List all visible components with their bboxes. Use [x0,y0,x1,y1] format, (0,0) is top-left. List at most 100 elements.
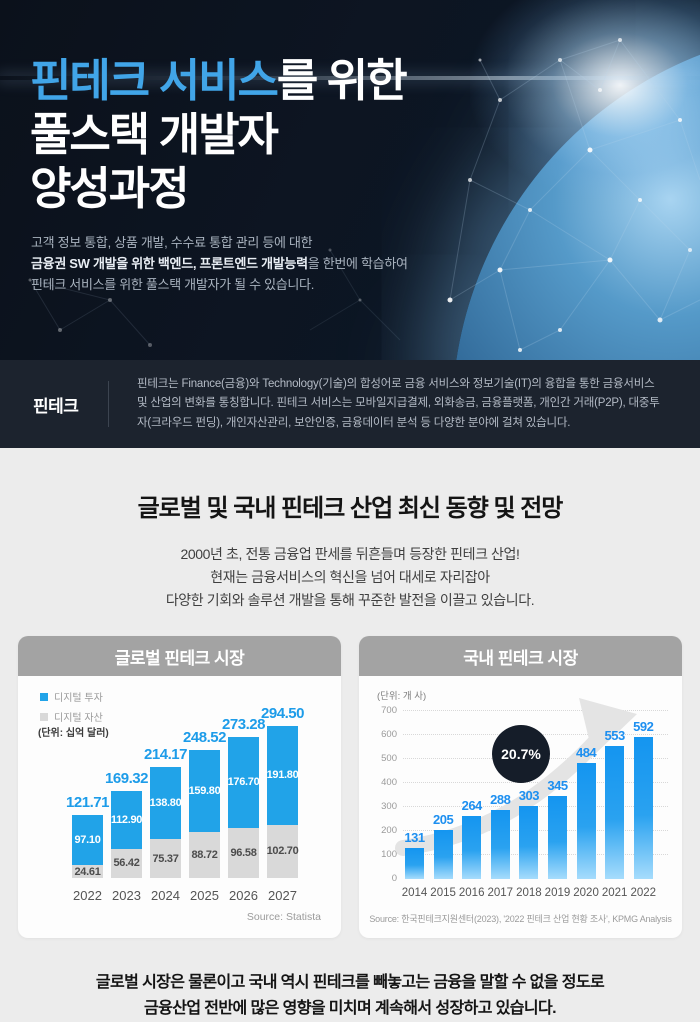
growth-rate-badge: 20.7% [492,725,550,783]
light-flare [470,0,700,200]
page-title: 핀테크 서비스를 위한 풀스택 개발자 양성과정 [30,54,408,216]
bar-value-label: 131 [404,829,425,845]
bar-value-label: 592 [633,718,654,734]
legend-swatch-blue [40,692,48,701]
unit-label: (단위: 십억 달러) [38,728,109,739]
unit-label: (단위: 개 사) [377,691,427,702]
x-axis-label: 2018 [516,887,542,899]
definition-text: 핀테크는 Finance(금융)와 Technology(기술)의 합성어로 금… [137,377,660,429]
legend-label: 디지털 자산 [54,713,103,724]
bar: 131 2014 [402,830,428,899]
bar-segment-investment: 138.80 [150,767,182,840]
domestic-fintech-chart-card: 국내 핀테크 시장 (단위: 개 사) 20.7% 131 2014 205 2015… [359,636,682,938]
stacked-bar: 121.71 97.10 24.61 2022 [66,794,109,903]
chart-legend: 디지털 투자 디지털 자산 [40,689,103,729]
x-axis-label: 2016 [458,887,485,899]
bar: 553 2021 [602,728,628,899]
bar-total-label: 294.50 [261,704,304,722]
bar-segment-investment: 176.70 [228,736,260,829]
legend-item-digital-asset: 디지털 자산 [40,709,103,724]
bar-segment-investment: 191.80 [267,725,299,825]
hero-desc-line3: 핀테크 서비스를 위한 풀스택 개발자가 될 수 있습니다. [31,277,315,292]
subtitle-line1: 2000년 초, 전통 금융업 판세를 뒤흔들며 등장한 핀테크 산업! [180,546,520,562]
x-axis-label: 2024 [151,888,180,903]
stacked-bar: 169.32 112.90 56.42 2023 [105,770,148,903]
legend-label: 디지털 투자 [54,693,103,704]
x-axis-label: 2025 [190,888,219,903]
footer-line2: 금융산업 전반에 많은 영향을 미치며 계속해서 성장하고 있습니다. [143,1000,557,1017]
footer-line1: 글로벌 시장은 물론이고 국내 역시 핀테크를 빼놓고는 금융을 말할 수 없을… [95,974,605,991]
bar: 303 2018 [516,788,542,899]
bar-segment-asset: 75.37 [150,839,181,878]
stacked-bar: 273.28 176.70 96.58 2026 [222,716,265,903]
bar-value-label: 205 [432,811,454,827]
title-rest: 를 위한 [276,55,408,106]
trends-section: 글로벌 및 국내 핀테크 산업 최신 동향 및 전망 2000년 초, 전통 금… [0,448,700,1017]
subtitle-line2: 현재는 금융서비스의 혁신을 넘어 대세로 자리잡아 [210,569,490,585]
bar-total-label: 273.28 [222,715,265,733]
hero-desc-line1: 고객 정보 통합, 상품 개발, 수수료 통합 관리 등에 대한 [31,235,313,250]
subtitle-line3: 다양한 기회와 솔루션 개발을 통해 꾸준한 발전을 이끌고 있습니다. [165,592,535,608]
bar-total-label: 214.17 [144,746,187,764]
x-axis-label: 2022 [630,887,657,899]
bar: 592 2022 [630,719,656,899]
global-fintech-chart-card: 글로벌 핀테크 시장 디지털 투자 디지털 자산 (단위: 십억 달러) 121… [18,636,341,938]
domestic-chart-title: 국내 핀테크 시장 [359,636,682,676]
bar-total-label: 248.52 [183,728,226,746]
stacked-bar: 248.52 159.80 88.72 2025 [183,729,226,903]
vertical-divider [108,381,109,427]
source-text: Source: 한국핀테크지원센터(2023), '2022 핀테크 산업 현황… [369,914,672,924]
x-axis-label: 2027 [268,888,297,903]
y-axis-label: 100 [381,849,397,860]
domestic-bars: 131 2014 205 2015 264 2016 288 2017 303 2018 345 20… [402,719,656,899]
y-axis-label: 600 [381,729,397,740]
charts-row: 글로벌 핀테크 시장 디지털 투자 디지털 자산 (단위: 십억 달러) 121… [0,636,700,938]
y-axis-label: 400 [381,777,397,788]
y-axis-label: 0 [391,873,397,884]
hero-desc-line2-bold: 금융권 SW 개발을 위한 백엔드, 프론트엔드 개발능력 [31,256,308,271]
bar-total-label: 121.71 [66,794,109,812]
global-chart-title: 글로벌 핀테크 시장 [18,636,341,676]
domestic-chart-body: (단위: 개 사) 20.7% 131 2014 205 2015 264 2016 288… [359,676,682,938]
bar: 264 2016 [459,798,485,899]
bar-segment-investment: 159.80 [189,749,221,833]
network-lines-decoration [28,38,700,352]
y-axis-label: 700 [381,705,397,716]
bar-value-label: 484 [575,744,597,760]
x-axis-label: 2014 [401,887,428,899]
bar-value-label: 288 [490,791,511,807]
hero-banner: 핀테크 서비스를 위한 풀스택 개발자 양성과정 고객 정보 통합, 상품 개발… [0,0,700,360]
global-chart-body: 디지털 투자 디지털 자산 (단위: 십억 달러) 121.71 97.10 24.… [18,676,341,938]
bar-total-label: 169.32 [105,769,148,787]
title-line2: 풀스택 개발자 [30,109,279,160]
stacked-bar: 214.17 138.80 75.37 2024 [144,746,187,903]
bar-segment-asset: 24.61 [72,865,103,878]
y-axis-label: 500 [381,753,397,764]
bar-segment-investment: 97.10 [72,815,103,866]
bar: 288 2017 [487,792,513,899]
bar-segment-asset: 102.70 [267,824,299,878]
grid-line [403,710,668,711]
bar: 345 2019 [545,778,571,899]
hero-description: 고객 정보 통합, 상품 개발, 수수료 통합 관리 등에 대한 금융권 SW … [31,232,408,295]
global-stacked-bars: 121.71 97.10 24.61 2022 169.32 112.90 56.42 202… [66,705,304,903]
bar-value-label: 303 [518,788,540,804]
bar: 205 2015 [430,812,456,899]
light-streak [0,76,700,80]
grid-line [403,782,668,783]
x-axis-label: 2020 [573,887,599,899]
definition-label: 핀테크 [33,396,79,416]
x-axis-label: 2022 [73,888,102,903]
section-subtitle: 2000년 초, 전통 금융업 판세를 뒤흔들며 등장한 핀테크 산업! 현재는… [0,543,700,612]
bar: 484 2020 [573,745,599,899]
x-axis-label: 2026 [229,888,258,903]
y-axis-label: 300 [381,801,397,812]
x-axis-label: 2015 [430,887,456,899]
bar-segment-investment: 112.90 [111,790,142,849]
bar-value-label: 345 [547,778,568,794]
legend-item-digital-investment: 디지털 투자 [40,689,103,704]
bar-segment-asset: 56.42 [111,848,142,878]
y-axis-label: 200 [381,825,397,836]
x-axis-label: 2019 [544,887,571,899]
section-heading: 글로벌 및 국내 핀테크 산업 최신 동향 및 전망 [137,495,564,522]
